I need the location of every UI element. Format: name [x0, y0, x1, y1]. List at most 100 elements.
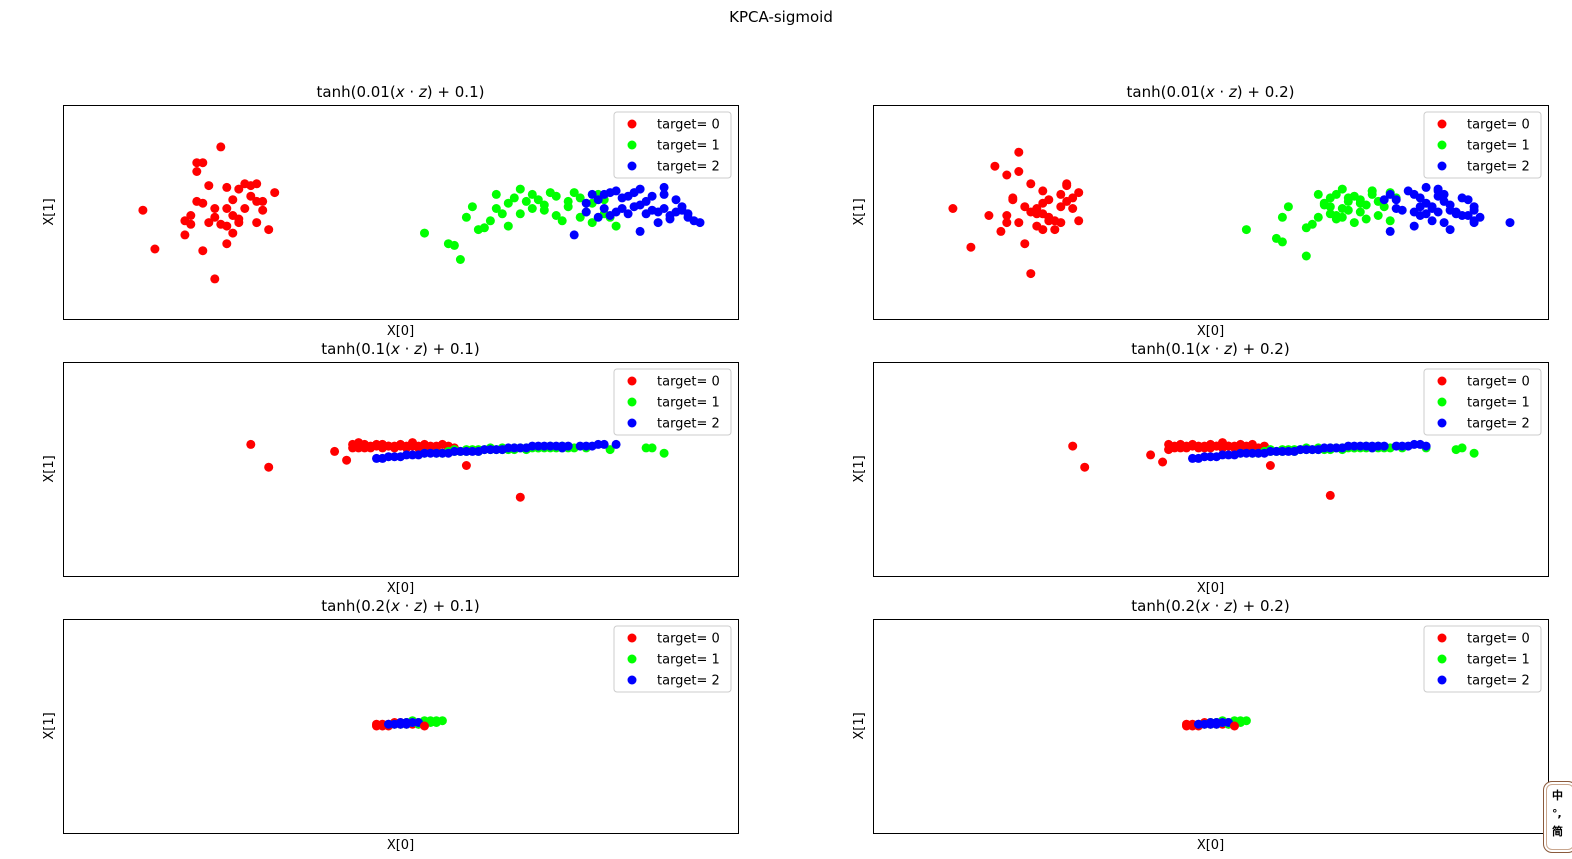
legend-marker: [1437, 161, 1447, 171]
data-point: [635, 200, 645, 210]
data-point: [1379, 195, 1389, 205]
legend-label: target= 0: [657, 118, 720, 133]
x-axis-label: X[0]: [1197, 324, 1224, 339]
data-point: [1391, 204, 1401, 213]
legend-marker: [1437, 675, 1447, 685]
data-point: [1062, 196, 1072, 206]
legend-label: target= 0: [657, 375, 720, 390]
data-point: [1505, 218, 1515, 228]
y-axis-label: X[1]: [852, 712, 867, 739]
data-point: [1026, 269, 1036, 279]
data-point: [1355, 198, 1365, 208]
subplot-0: tanh(0.01(x · z) + 0.1) X[0] X[1] target= 0…: [42, 83, 739, 339]
data-point: [330, 446, 340, 456]
data-point: [1158, 457, 1168, 467]
data-point: [1469, 216, 1479, 226]
data-point: [1032, 221, 1042, 231]
data-point: [240, 204, 250, 213]
axes-frame: [873, 619, 1549, 834]
data-point: [563, 202, 573, 212]
data-point: [587, 218, 597, 228]
subplot-title: tanh(0.1(x · z) + 0.1): [321, 340, 479, 358]
data-point: [1050, 225, 1060, 235]
data-point: [557, 443, 567, 453]
data-point: [1385, 216, 1395, 226]
series-2: [372, 439, 621, 463]
legend-marker: [627, 397, 637, 407]
data-point: [1032, 204, 1042, 213]
data-point: [1445, 200, 1455, 210]
data-point: [1212, 718, 1221, 727]
data-point: [1469, 205, 1479, 215]
subplot-grid: tanh(0.01(x · z) + 0.1) X[0] X[1] target= 0…: [42, 83, 1549, 853]
data-point: [234, 184, 244, 194]
data-point: [1439, 189, 1449, 199]
data-point: [210, 204, 220, 213]
data-point: [485, 216, 495, 226]
data-point: [1325, 490, 1335, 500]
data-point: [984, 211, 994, 220]
ime-char-punct: °,: [1552, 807, 1562, 820]
y-axis-label: X[1]: [852, 455, 867, 482]
legend-label: target= 1: [1467, 396, 1530, 411]
data-point: [228, 195, 238, 205]
data-point: [515, 209, 525, 219]
data-point: [1080, 462, 1090, 472]
data-point: [1415, 211, 1425, 220]
series-3: [420, 721, 429, 731]
subplot-2: tanh(0.1(x · z) + 0.1)X[0]X[1]target= 0t…: [42, 340, 739, 596]
legend: target= 0 target= 1 target= 2: [613, 111, 732, 179]
axes-frame: [63, 619, 739, 834]
data-point: [1241, 225, 1251, 235]
data-point: [1265, 461, 1275, 470]
legend-frame: [1423, 368, 1542, 436]
subplot-title: tanh(0.01(x · z) + 0.1): [317, 83, 485, 101]
data-point: [180, 230, 190, 240]
legend-label: target= 0: [1467, 375, 1530, 390]
legend-marker: [627, 140, 637, 150]
subplot-5: tanh(0.2(x · z) + 0.2)X[0]X[1]target= 0t…: [852, 597, 1549, 853]
data-point: [150, 244, 160, 254]
series-3: [1230, 721, 1239, 731]
data-point: [527, 204, 537, 213]
data-point: [1062, 179, 1072, 189]
figure-suptitle: KPCA-sigmoid: [729, 8, 833, 26]
data-point: [527, 189, 537, 199]
data-point: [1026, 179, 1036, 189]
legend-label: target= 2: [1467, 417, 1530, 432]
data-point: [623, 209, 633, 219]
legend-marker: [1437, 654, 1447, 664]
data-point: [1038, 209, 1048, 219]
axes-frame: [873, 362, 1549, 577]
series-0: [138, 142, 280, 284]
data-point: [198, 246, 208, 256]
data-point: [1002, 211, 1012, 220]
data-point: [1188, 441, 1197, 451]
data-point: [635, 226, 645, 236]
legend-marker: [1437, 633, 1447, 643]
data-point: [641, 209, 651, 219]
data-point: [384, 441, 393, 451]
subplot-title: tanh(0.2(x · z) + 0.1): [321, 597, 479, 615]
data-point: [569, 230, 579, 240]
data-point: [396, 441, 405, 451]
data-point: [1038, 198, 1048, 208]
data-point: [1385, 189, 1395, 199]
data-point: [467, 202, 477, 212]
data-point: [551, 211, 561, 220]
ime-toolbar-widget[interactable]: 中 °, 简: [1543, 781, 1572, 853]
data-point: [479, 223, 489, 233]
data-point: [1002, 218, 1012, 228]
data-point: [557, 216, 567, 226]
data-point: [1379, 441, 1389, 451]
x-axis-label: X[0]: [1197, 581, 1224, 596]
data-point: [408, 438, 417, 448]
legend-marker: [1437, 119, 1447, 129]
data-point: [1020, 239, 1030, 249]
data-point: [252, 179, 262, 189]
data-point: [1457, 443, 1467, 453]
subplot-title: tanh(0.2(x · z) + 0.2): [1131, 597, 1289, 615]
data-point: [1391, 195, 1401, 205]
data-point: [1307, 219, 1317, 229]
